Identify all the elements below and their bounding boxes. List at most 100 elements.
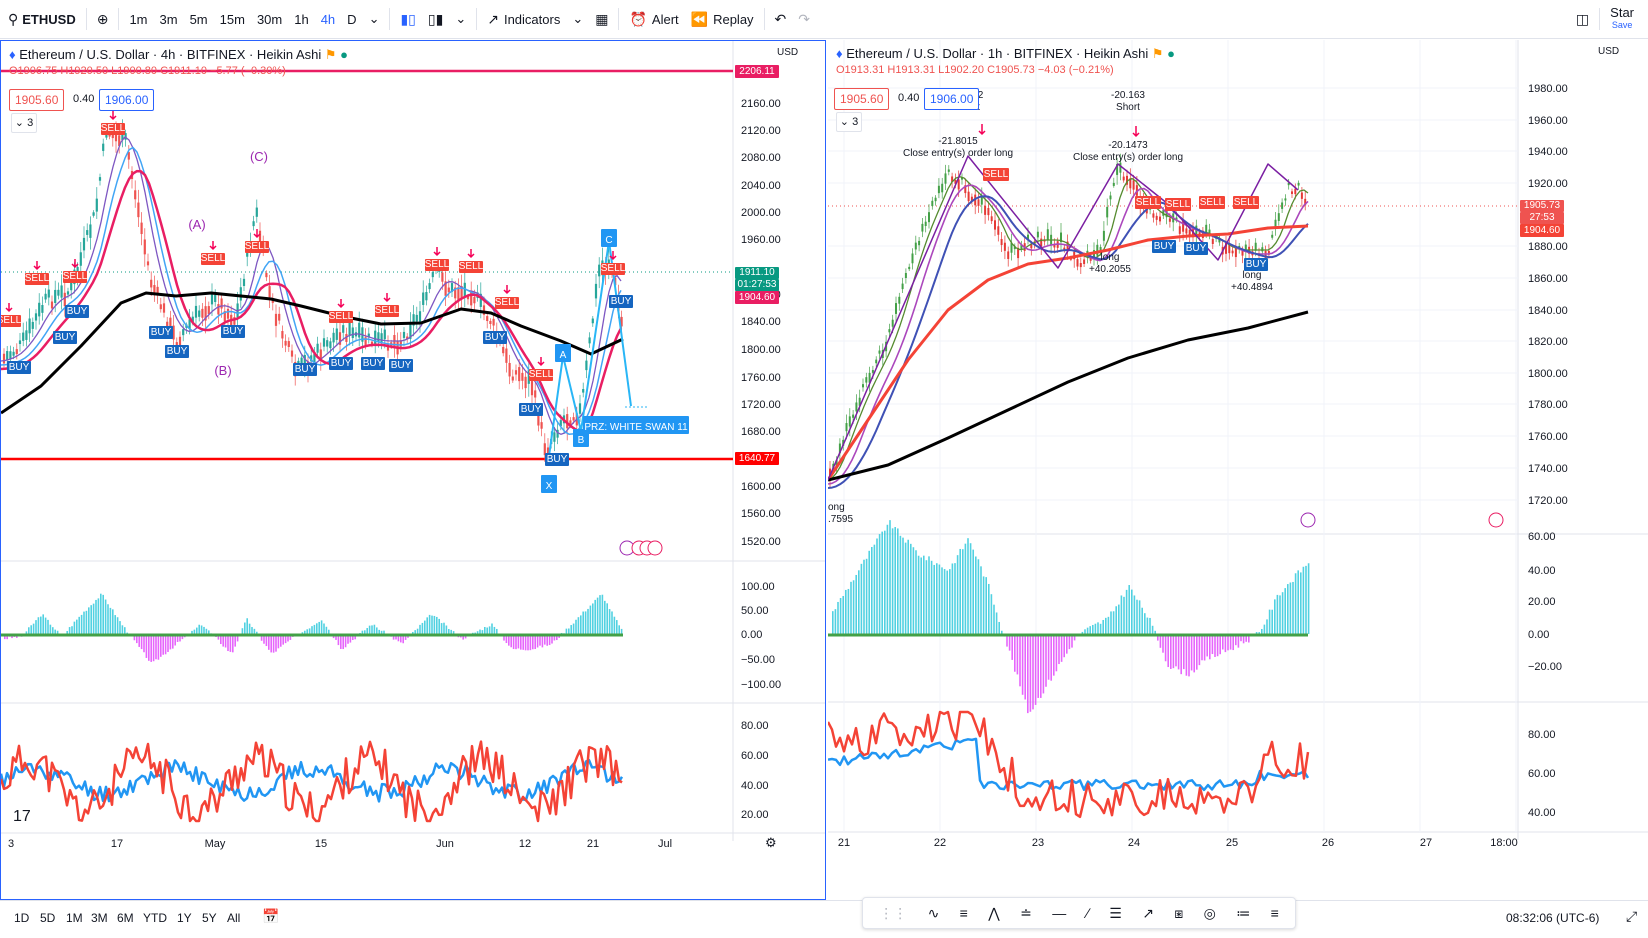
right-osc-bar bbox=[1061, 634, 1063, 662]
star-save-button[interactable]: Star Save bbox=[1604, 0, 1648, 38]
range-6M[interactable]: 6M bbox=[117, 911, 134, 925]
right-sell-signal: SELL bbox=[984, 169, 1009, 180]
layout-toggle-button[interactable]: ◫ bbox=[1570, 0, 1595, 38]
fib-retracement-tool-icon[interactable]: ≡ bbox=[960, 905, 968, 921]
horizontal-ray-tool-icon[interactable]: — bbox=[1052, 905, 1066, 921]
interval-15m[interactable]: 15m bbox=[214, 0, 251, 38]
sell-signal: SELL bbox=[329, 311, 354, 322]
range-3M[interactable]: 3M bbox=[91, 911, 108, 925]
replay-button[interactable]: ⏪ Replay bbox=[685, 0, 760, 38]
interval-1h[interactable]: 1h bbox=[288, 0, 314, 38]
right-ask-box[interactable]: 1906.00 bbox=[924, 88, 979, 110]
split-layout-icon: ◫ bbox=[1576, 11, 1589, 28]
left-osc-bar bbox=[201, 625, 203, 634]
interval-dropdown[interactable]: ⌄ bbox=[363, 0, 386, 38]
right-candle bbox=[865, 377, 867, 382]
right-indicator-toggle[interactable]: ⌄ 3 bbox=[836, 112, 862, 132]
left-chart-canvas[interactable]: 2160.002120.002080.002040.002000.001960.… bbox=[1, 41, 825, 899]
left-currency[interactable]: USD bbox=[777, 47, 798, 58]
right-time-label: 25 bbox=[1226, 837, 1238, 849]
interval-30m[interactable]: 30m bbox=[251, 0, 288, 38]
left-indicator-toggle[interactable]: ⌄ 3 bbox=[11, 113, 37, 133]
right-chart-canvas[interactable]: 1980.001960.001940.001920.001880.001860.… bbox=[828, 40, 1648, 900]
redo-button[interactable]: ↷ bbox=[792, 0, 816, 38]
left-osc-bar bbox=[160, 634, 162, 657]
left-candle bbox=[285, 341, 287, 346]
left-candle bbox=[38, 303, 40, 317]
pitchfork-tool-icon[interactable]: ☰ bbox=[1109, 905, 1122, 922]
indicators-dropdown[interactable]: ⌄ bbox=[566, 0, 589, 38]
left-bid-box[interactable]: 1905.60 bbox=[9, 89, 64, 111]
left-osc-bar bbox=[124, 627, 126, 634]
chart-style-button[interactable]: ▯▮ bbox=[422, 0, 449, 38]
right-legend[interactable]: ♦ Ethereum / U.S. Dollar · 1h · BITFINEX… bbox=[836, 46, 1175, 62]
sell-signal: SELL bbox=[529, 369, 554, 380]
right-candle bbox=[1080, 263, 1082, 267]
trend-line-tool-icon[interactable]: ∕ bbox=[1087, 905, 1089, 921]
right-candle bbox=[846, 423, 848, 431]
fullscreen-button[interactable]: ⤢ bbox=[1626, 908, 1637, 925]
left-candle bbox=[198, 311, 200, 317]
interval-5m[interactable]: 5m bbox=[184, 0, 214, 38]
lightning-event-icon[interactable] bbox=[1301, 513, 1315, 527]
candles-button[interactable]: ▮▯ bbox=[394, 0, 421, 38]
left-legend[interactable]: ♦ Ethereum / U.S. Dollar · 4h · BITFINEX… bbox=[9, 47, 348, 63]
right-bid-box[interactable]: 1905.60 bbox=[834, 88, 889, 110]
right-candle bbox=[1007, 251, 1009, 259]
right-osc-bar bbox=[1019, 634, 1021, 686]
interval-4h[interactable]: 4h bbox=[315, 0, 341, 38]
range-1M[interactable]: 1M bbox=[66, 911, 83, 925]
interval-D[interactable]: D bbox=[341, 0, 362, 38]
abcd-pattern-tool-icon[interactable]: ⋀ bbox=[988, 905, 999, 922]
right-osc-bar bbox=[1037, 634, 1039, 698]
left-osc-bar bbox=[251, 627, 253, 634]
undo-button[interactable]: ↶ bbox=[769, 0, 793, 38]
parallel-channel-tool-icon[interactable]: ≔ bbox=[1236, 905, 1250, 922]
right-osc-bar bbox=[1040, 634, 1042, 698]
interval-1m[interactable]: 1m bbox=[123, 0, 153, 38]
alert-button[interactable]: ⏰ Alert bbox=[623, 0, 684, 38]
long-position-tool-icon[interactable]: ≡ bbox=[1271, 905, 1279, 921]
left-price-tick: 2160.00 bbox=[741, 98, 781, 110]
left-osc-bar bbox=[323, 623, 325, 634]
left-ask-box[interactable]: 1906.00 bbox=[99, 89, 154, 111]
right-osc-bar bbox=[1027, 634, 1029, 713]
range-1Y[interactable]: 1Y bbox=[177, 911, 192, 925]
range-1D[interactable]: 1D bbox=[14, 911, 29, 925]
indicators-button[interactable]: ↗ Indicators bbox=[481, 0, 566, 38]
ray-tool-icon[interactable]: ↗ bbox=[1142, 905, 1154, 922]
drag-handle-icon[interactable]: ⋮⋮ bbox=[879, 905, 907, 922]
goto-date-button[interactable]: 📅 bbox=[262, 908, 279, 925]
range-5D[interactable]: 5D bbox=[40, 911, 55, 925]
chart-style-dropdown[interactable]: ⌄ bbox=[449, 0, 472, 38]
fib-extension-tool-icon[interactable]: ≐ bbox=[1020, 905, 1032, 922]
right-candle bbox=[928, 212, 930, 222]
left-time-label: 12 bbox=[519, 838, 531, 850]
left-osc-bar bbox=[570, 625, 572, 634]
range-YTD[interactable]: YTD bbox=[143, 911, 167, 925]
right-osc-bar bbox=[1170, 634, 1172, 669]
range-5Y[interactable]: 5Y bbox=[202, 911, 217, 925]
fib-circle-tool-icon[interactable]: ◎ bbox=[1204, 905, 1216, 922]
layout-button[interactable]: ▦ bbox=[589, 0, 614, 38]
right-currency[interactable]: USD bbox=[1598, 46, 1619, 57]
left-osc-bar bbox=[306, 629, 308, 634]
add-symbol-button[interactable]: ⊕ bbox=[91, 0, 115, 38]
left-osc-bar bbox=[100, 594, 102, 634]
zigzag-tool-icon[interactable]: ∿ bbox=[928, 905, 940, 922]
divider bbox=[86, 8, 87, 30]
range-All[interactable]: All bbox=[227, 911, 240, 925]
right-osc-bar bbox=[1186, 634, 1188, 676]
right-osc-bar bbox=[939, 565, 941, 634]
symbol-search[interactable]: ⚲ ETHUSD bbox=[0, 0, 82, 38]
left-osc-bar bbox=[369, 626, 371, 634]
right-candle bbox=[945, 173, 947, 183]
interval-3m[interactable]: 3m bbox=[154, 0, 184, 38]
left-candle bbox=[96, 199, 98, 212]
us-flag-event-icon[interactable] bbox=[1489, 513, 1503, 527]
xabcd-pattern-tool-icon[interactable]: ⧆ bbox=[1174, 905, 1183, 922]
right-osc-bar bbox=[1011, 634, 1013, 660]
us-flag-event-icon[interactable] bbox=[648, 541, 662, 555]
